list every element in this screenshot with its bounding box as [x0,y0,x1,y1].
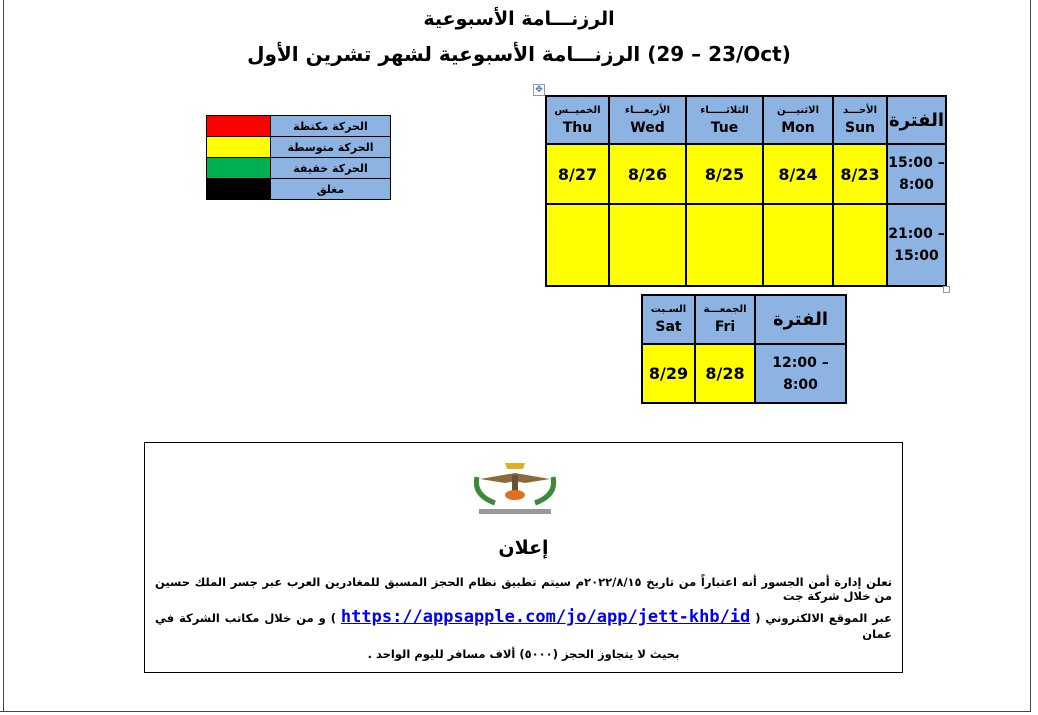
table-resize-handle[interactable] [943,286,950,293]
table-row: 15:00 – 8:00 8/23 8/24 8/25 8/26 8/27 [545,143,947,205]
line2-text-after: ) و من خلال مكاتب الشركة في عمان [155,611,892,641]
header-row: الفترة الجمعـــة Fri السـبت Sat [641,294,847,345]
day-header-sun: الأحـــد Sun [832,95,888,145]
day-header-mon: الاثنيـــن Mon [762,95,834,145]
page-border-left [3,0,4,712]
traffic-legend: الحركة مكتظة الحركة متوسطة الحركة خفيفة … [206,115,391,200]
period-cell: 15:00 – 8:00 [886,143,947,205]
booking-link[interactable]: https://appsapple.com/jo/app/jett-khb/id [340,607,751,627]
weekend-schedule-table: الفترة الجمعـــة Fri السـبت Sat 12:00 – 8:… [641,294,847,404]
header-row: الفترة الأحـــد Sun الاثنيـــن Mon الثلاثـ… [545,95,947,145]
legend-swatch-light [206,157,271,179]
legend-swatch-medium [206,136,271,158]
day-ar: الخميــس [554,104,601,116]
empty-cell [608,203,687,287]
title-line-1: الرزنـــامة الأسبوعية [423,8,615,30]
date-cell: 8/24 [762,143,834,205]
day-ar: الأربعـــاء [624,104,671,116]
empty-cell [685,203,764,287]
table-row: 21:00 – 15:00 [545,203,947,287]
title-line-2: الرزنـــامة الأسبوعية لشهر تشرين الأول (… [247,42,791,66]
table-move-handle-icon[interactable]: ✥ [533,84,545,96]
announcement-line-2: عبر الموقع الالكتروني ( https://appsappl… [155,607,892,641]
date-cell: 8/27 [545,143,610,205]
day-ar: السـبت [650,304,687,315]
weekday-schedule-table: الفترة الأحـــد Sun الاثنيـــن Mon الثلاثـ… [545,95,947,287]
legend-label-busy: الحركة مكتظة [270,115,391,137]
period-header: الفترة [886,95,947,145]
day-en: Thu [562,119,593,136]
period-cell: 12:00 – 8:00 [754,343,847,404]
empty-cell [832,203,888,287]
public-security-emblem-logo [473,463,557,514]
announcement-box: إعلان تعلن إدارة أمن الجسور أنه اعتباراً… [144,442,903,673]
empty-cell [762,203,834,287]
day-header-fri: الجمعـــة Fri [694,294,756,345]
day-header-wed: الأربعـــاء Wed [608,95,687,145]
day-header-thu: الخميــس Thu [545,95,610,145]
date-cell: 8/26 [608,143,687,205]
announcement-line-3: بحيث لا يتجاوز الحجز (٥٠٠٠) ألاف مسافر ل… [367,647,680,661]
day-en: Fri [714,319,736,335]
period-cell: 21:00 – 15:00 [886,203,947,287]
table-row: 12:00 – 8:00 8/28 8/29 [641,343,847,404]
day-en: Sun [844,119,876,136]
day-ar: الثلاثـــــاء [700,104,749,116]
day-en: Tue [710,119,739,136]
day-header-tue: الثلاثـــــاء Tue [685,95,764,145]
legend-swatch-busy [206,115,271,137]
announcement-title: إعلان [498,537,549,559]
date-cell: 8/29 [641,343,696,404]
period-header: الفترة [754,294,847,345]
day-header-sat: السـبت Sat [641,294,696,345]
announcement-line-1: تعلن إدارة أمن الجسور أنه اعتباراً من تا… [155,575,892,603]
legend-label-medium: الحركة متوسطة [270,136,391,158]
day-en: Sat [655,319,682,335]
legend-label-light: الحركة خفيفة [270,157,391,179]
day-ar: الاثنيـــن [776,104,820,116]
date-cell: 8/28 [694,343,756,404]
legend-label-closed: مغلق [270,178,391,200]
page-border-bottom [0,711,1031,712]
line2-text-before: عبر الموقع الالكتروني ( [755,611,892,625]
empty-cell [545,203,610,287]
legend-swatch-closed [206,178,271,200]
date-cell: 8/25 [685,143,764,205]
date-cell: 8/23 [832,143,888,205]
day-en: Mon [781,119,815,136]
day-ar: الجمعـــة [703,304,747,315]
day-en: Wed [630,119,665,136]
page-border-right [1030,0,1031,712]
day-ar: الأحـــد [842,104,878,116]
